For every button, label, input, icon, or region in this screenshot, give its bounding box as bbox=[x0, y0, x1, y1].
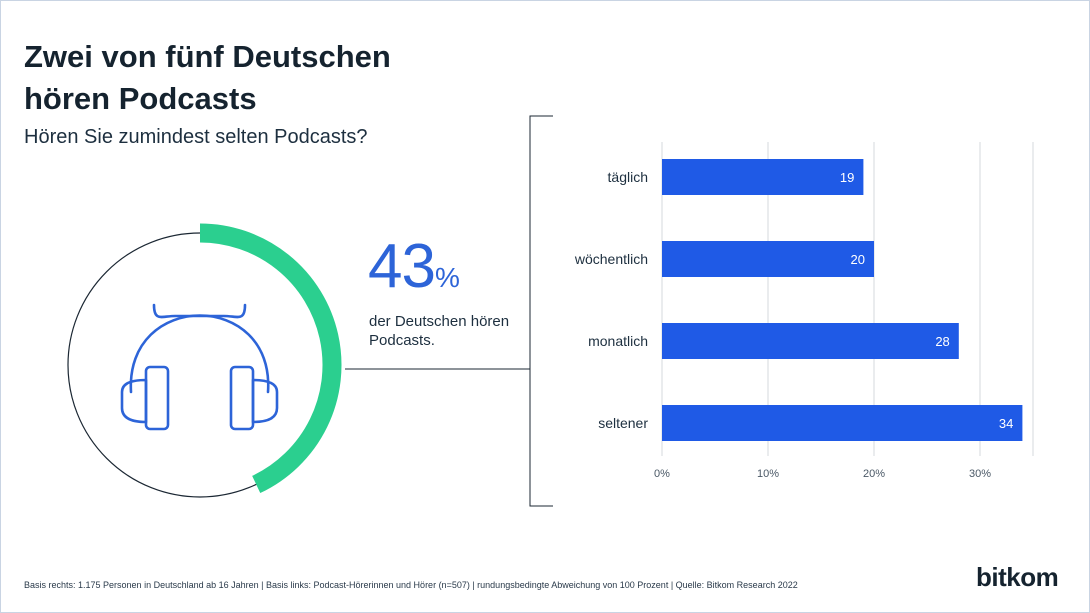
footnote: Basis rechts: 1.175 Personen in Deutschl… bbox=[24, 580, 798, 590]
category-label: wöchentlich bbox=[574, 251, 648, 267]
x-tick-label: 30% bbox=[969, 468, 991, 480]
bar-monatlich bbox=[662, 323, 959, 359]
headphones-icon bbox=[120, 303, 279, 431]
headline-number: 43 bbox=[368, 232, 436, 301]
bar-value-label: 19 bbox=[840, 170, 854, 185]
x-tick-label: 10% bbox=[757, 468, 779, 480]
x-tick-label: 0% bbox=[654, 468, 670, 480]
category-label: monatlich bbox=[588, 333, 648, 349]
subtitle: Hören Sie zumindest selten Podcasts? bbox=[24, 126, 368, 148]
headline-caption: der Deutschen hören Podcasts. bbox=[369, 313, 510, 349]
bar-value-label: 20 bbox=[851, 252, 865, 267]
ring-progress-arc bbox=[199, 223, 342, 494]
bar-value-label: 28 bbox=[935, 334, 949, 349]
x-tick-label: 20% bbox=[863, 468, 885, 480]
bar-täglich bbox=[662, 159, 864, 195]
headline-percent-sign: % bbox=[434, 262, 460, 293]
bar-value-label: 34 bbox=[999, 416, 1013, 431]
headline-percentage: 43% bbox=[368, 236, 460, 298]
bitkom-logo: bitkom bbox=[976, 562, 1059, 592]
page-title: Zwei von fünf Deutschen hören Podcasts bbox=[24, 39, 391, 116]
bracket bbox=[529, 115, 553, 507]
category-label: täglich bbox=[608, 169, 648, 185]
bar-seltener bbox=[662, 405, 1023, 441]
category-label: seltener bbox=[598, 415, 648, 431]
bar-wöchentlich bbox=[662, 241, 874, 277]
